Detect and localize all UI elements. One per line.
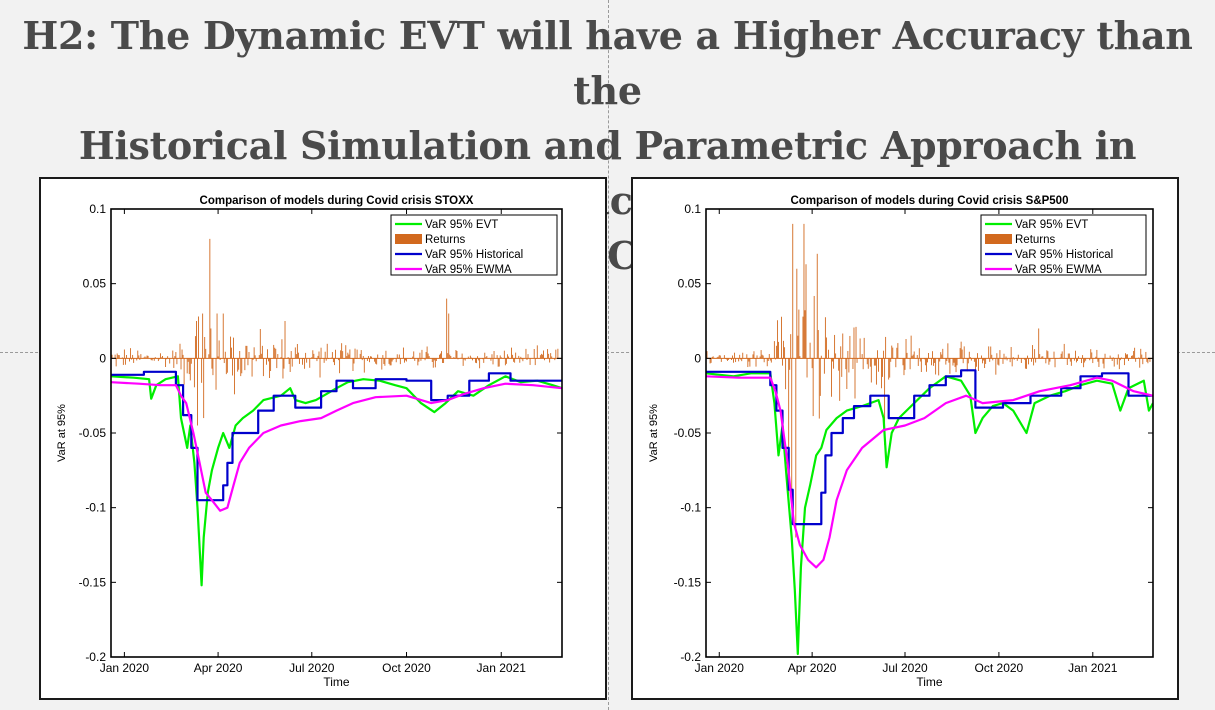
stoxx-legend: VaR 95% EVT Returns VaR 95% Historical VaR … <box>390 214 558 276</box>
stoxx-x-axis-label: Time <box>323 675 350 689</box>
chart-svg-stoxx: Comparison of models during Covid crisis… <box>56 195 563 689</box>
vertical-guide-line <box>608 0 609 710</box>
sp500-x-axis-label: Time <box>916 675 943 689</box>
stoxx-y-tick-label: -0.15 <box>79 575 107 589</box>
sp500-x-tick-label: Jan 2021 <box>1068 661 1118 675</box>
sp500-y-tick-label: -0.1 <box>680 501 701 515</box>
sp500-y-tick-label: 0.1 <box>684 202 701 216</box>
sp500-x-tick-label: Jul 2020 <box>882 661 928 675</box>
stoxx-x-tick-label: Oct 2020 <box>382 661 431 675</box>
stoxx-legend-label: VaR 95% Historical <box>425 249 523 261</box>
stoxx-legend-label: Returns <box>425 234 466 246</box>
stoxx-axes-box <box>110 208 563 658</box>
stoxx-x-tick-label: Jan 2021 <box>477 661 527 675</box>
stoxx-y-axis-label: VaR at 95% <box>56 404 68 462</box>
chart-panel-sp500: Comparison of models during Covid crisis… <box>631 177 1179 700</box>
sp500-legend-swatch <box>985 234 1012 244</box>
stoxx-legend-swatch <box>395 234 422 244</box>
sp500-chart-title: Comparison of models during Covid crisis… <box>791 195 1069 207</box>
sp500-legend-label: VaR 95% Historical <box>1015 249 1113 261</box>
sp500-legend-label: VaR 95% EVT <box>1015 219 1088 231</box>
sp500-x-tick-label: Jan 2020 <box>695 661 745 675</box>
stoxx-plot-group <box>111 238 562 587</box>
sp500-returns-bars <box>706 223 1153 538</box>
stoxx-legend-label: VaR 95% EWMA <box>425 264 512 276</box>
chart-svg-sp500: Comparison of models during Covid crisis… <box>648 195 1154 689</box>
sp500-plot-group <box>706 223 1153 656</box>
sp500-x-tick-label: Apr 2020 <box>788 661 837 675</box>
stoxx-series-evt-line <box>111 375 562 587</box>
sp500-x-tick-label: Oct 2020 <box>975 661 1024 675</box>
stoxx-y-tick-label: 0.05 <box>83 277 107 291</box>
sp500-y-tick-label: 0 <box>694 351 701 365</box>
sp500-legend: VaR 95% EVT Returns VaR 95% Historical VaR … <box>980 214 1147 276</box>
sp500-y-axis-label: VaR at 95% <box>648 404 660 462</box>
stoxx-x-tick-label: Jan 2020 <box>100 661 150 675</box>
stoxx-x-tick-label: Apr 2020 <box>194 661 243 675</box>
sp500-legend-label: Returns <box>1015 234 1056 246</box>
stoxx-series-ewma-line <box>111 381 562 512</box>
stoxx-chart-title: Comparison of models during Covid crisis… <box>200 195 474 207</box>
stoxx-y-tick-label: -0.1 <box>85 501 106 515</box>
slide-title-line-1: H2: The Dynamic EVT will have a Higher A… <box>22 13 1193 113</box>
stoxx-y-tick-label: 0.1 <box>89 202 106 216</box>
stoxx-y-tick-label: 0 <box>99 351 106 365</box>
sp500-legend-label: VaR 95% EWMA <box>1015 264 1102 276</box>
sp500-y-tick-label: -0.15 <box>674 575 702 589</box>
sp500-y-tick-label: -0.2 <box>680 650 701 664</box>
stoxx-y-tick-label: -0.05 <box>79 426 107 440</box>
stoxx-x-tick-label: Jul 2020 <box>289 661 335 675</box>
sp500-axes-box <box>705 208 1154 658</box>
stoxx-y-tick-label: -0.2 <box>85 650 106 664</box>
horizontal-guide-line <box>0 352 1215 353</box>
sp500-y-tick-label: 0.05 <box>678 277 702 291</box>
chart-panel-stoxx: Comparison of models during Covid crisis… <box>39 177 607 700</box>
sp500-y-tick-label: -0.05 <box>674 426 702 440</box>
sp500-series-ewma-line <box>706 375 1153 569</box>
stoxx-legend-label: VaR 95% EVT <box>425 219 498 231</box>
